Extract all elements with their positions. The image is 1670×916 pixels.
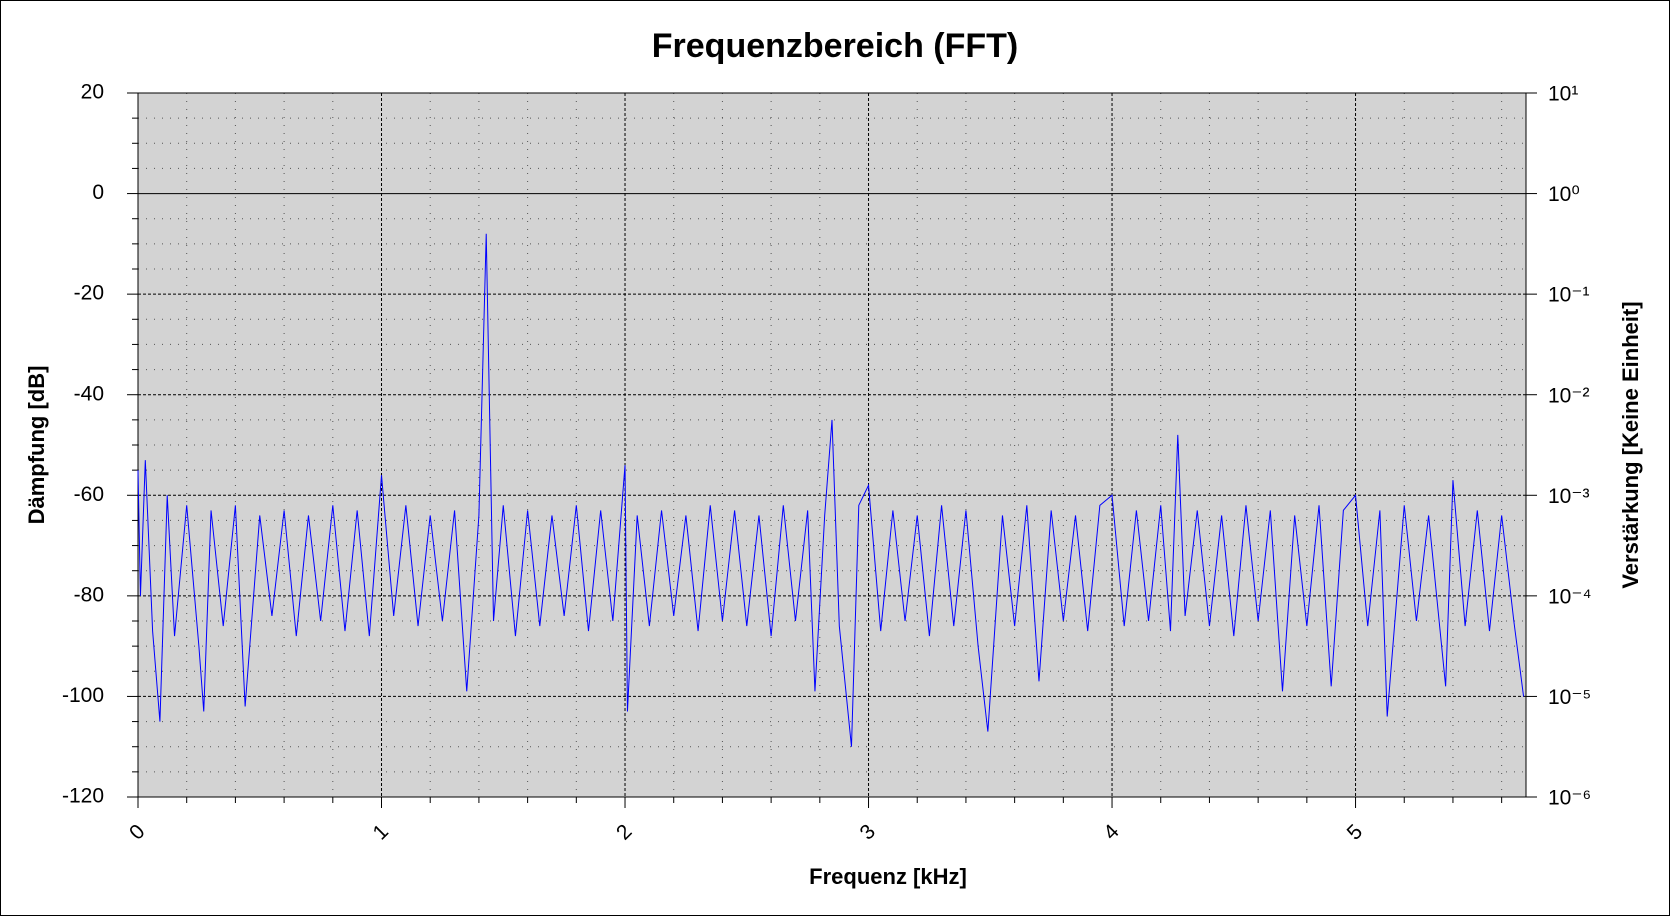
- y-tick-label: -80: [74, 583, 104, 606]
- y2-tick-label: 10⁻¹: [1548, 284, 1589, 307]
- chart-title: Frequenzbereich (FFT): [652, 27, 1018, 65]
- y-tick-label: -20: [74, 282, 104, 305]
- y-tick-label: -40: [74, 382, 104, 405]
- y2-tick-label: 10¹: [1548, 83, 1578, 106]
- y2-tick-label: 10⁻⁵: [1548, 686, 1591, 709]
- x-axis-title: Frequenz [kHz]: [809, 864, 967, 889]
- y-tick-label: -100: [62, 684, 104, 707]
- y2-tick-label: 10⁻²: [1548, 384, 1589, 407]
- y2-tick-label: 10⁻⁶: [1548, 787, 1591, 810]
- spectrum-line: [137, 233, 1525, 747]
- plot-area: [138, 93, 1526, 797]
- y2-axis-title: Verstärkung [Keine Einheit]: [1618, 301, 1643, 588]
- y-axis-title: Dämpfung [dB]: [24, 366, 49, 525]
- y-tick-label: -120: [62, 785, 104, 808]
- plot-border: [137, 92, 1527, 798]
- y2-tick-label: 10⁰: [1548, 183, 1580, 206]
- y-tick-label: 20: [81, 81, 104, 104]
- y2-tick-label: 10⁻³: [1548, 485, 1589, 508]
- y2-tick-label: 10⁻⁴: [1548, 585, 1591, 608]
- y-tick-label: -60: [74, 483, 104, 506]
- y-tick-label: 0: [92, 181, 104, 204]
